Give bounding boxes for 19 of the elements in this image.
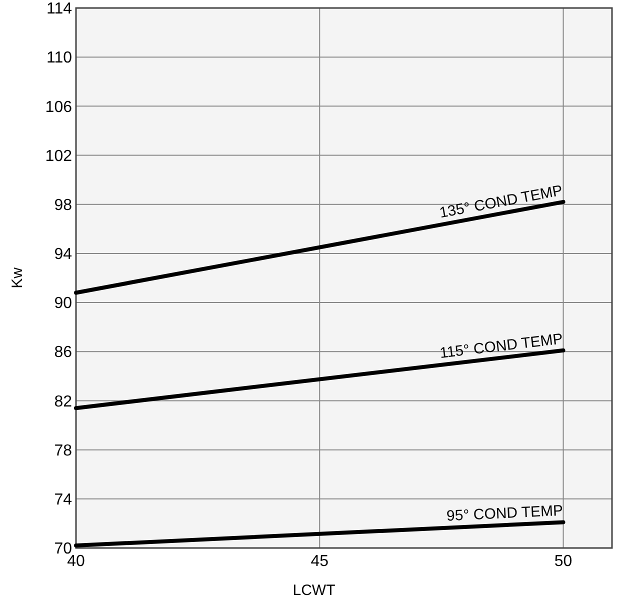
x-tick-label: 40 (67, 553, 85, 570)
text: 135° COND TEMP (438, 182, 564, 222)
x-tick-label: 45 (310, 553, 329, 570)
y-tick-label: 78 (54, 442, 72, 460)
y-tick-label: 110 (46, 50, 72, 67)
y-tick-label: 94 (54, 246, 72, 264)
y-tick-label: 82 (54, 393, 72, 410)
y-tick-label: 114 (46, 0, 72, 18)
x-tick-label: 50 (554, 553, 572, 570)
x-axis-title: LCWT (292, 582, 336, 599)
y-tick-label: 102 (45, 148, 72, 165)
y-tick-label: 74 (54, 492, 72, 509)
y-axis-title: Kw (9, 267, 26, 288)
series-label: 95° COND TEMP (446, 502, 564, 525)
y-tick-label: 98 (54, 196, 72, 214)
y-tick-label: 86 (54, 344, 72, 362)
text: 115° COND TEMP (438, 330, 564, 362)
y-tick-label: 90 (54, 295, 72, 312)
y-tick-label: 106 (45, 98, 72, 116)
